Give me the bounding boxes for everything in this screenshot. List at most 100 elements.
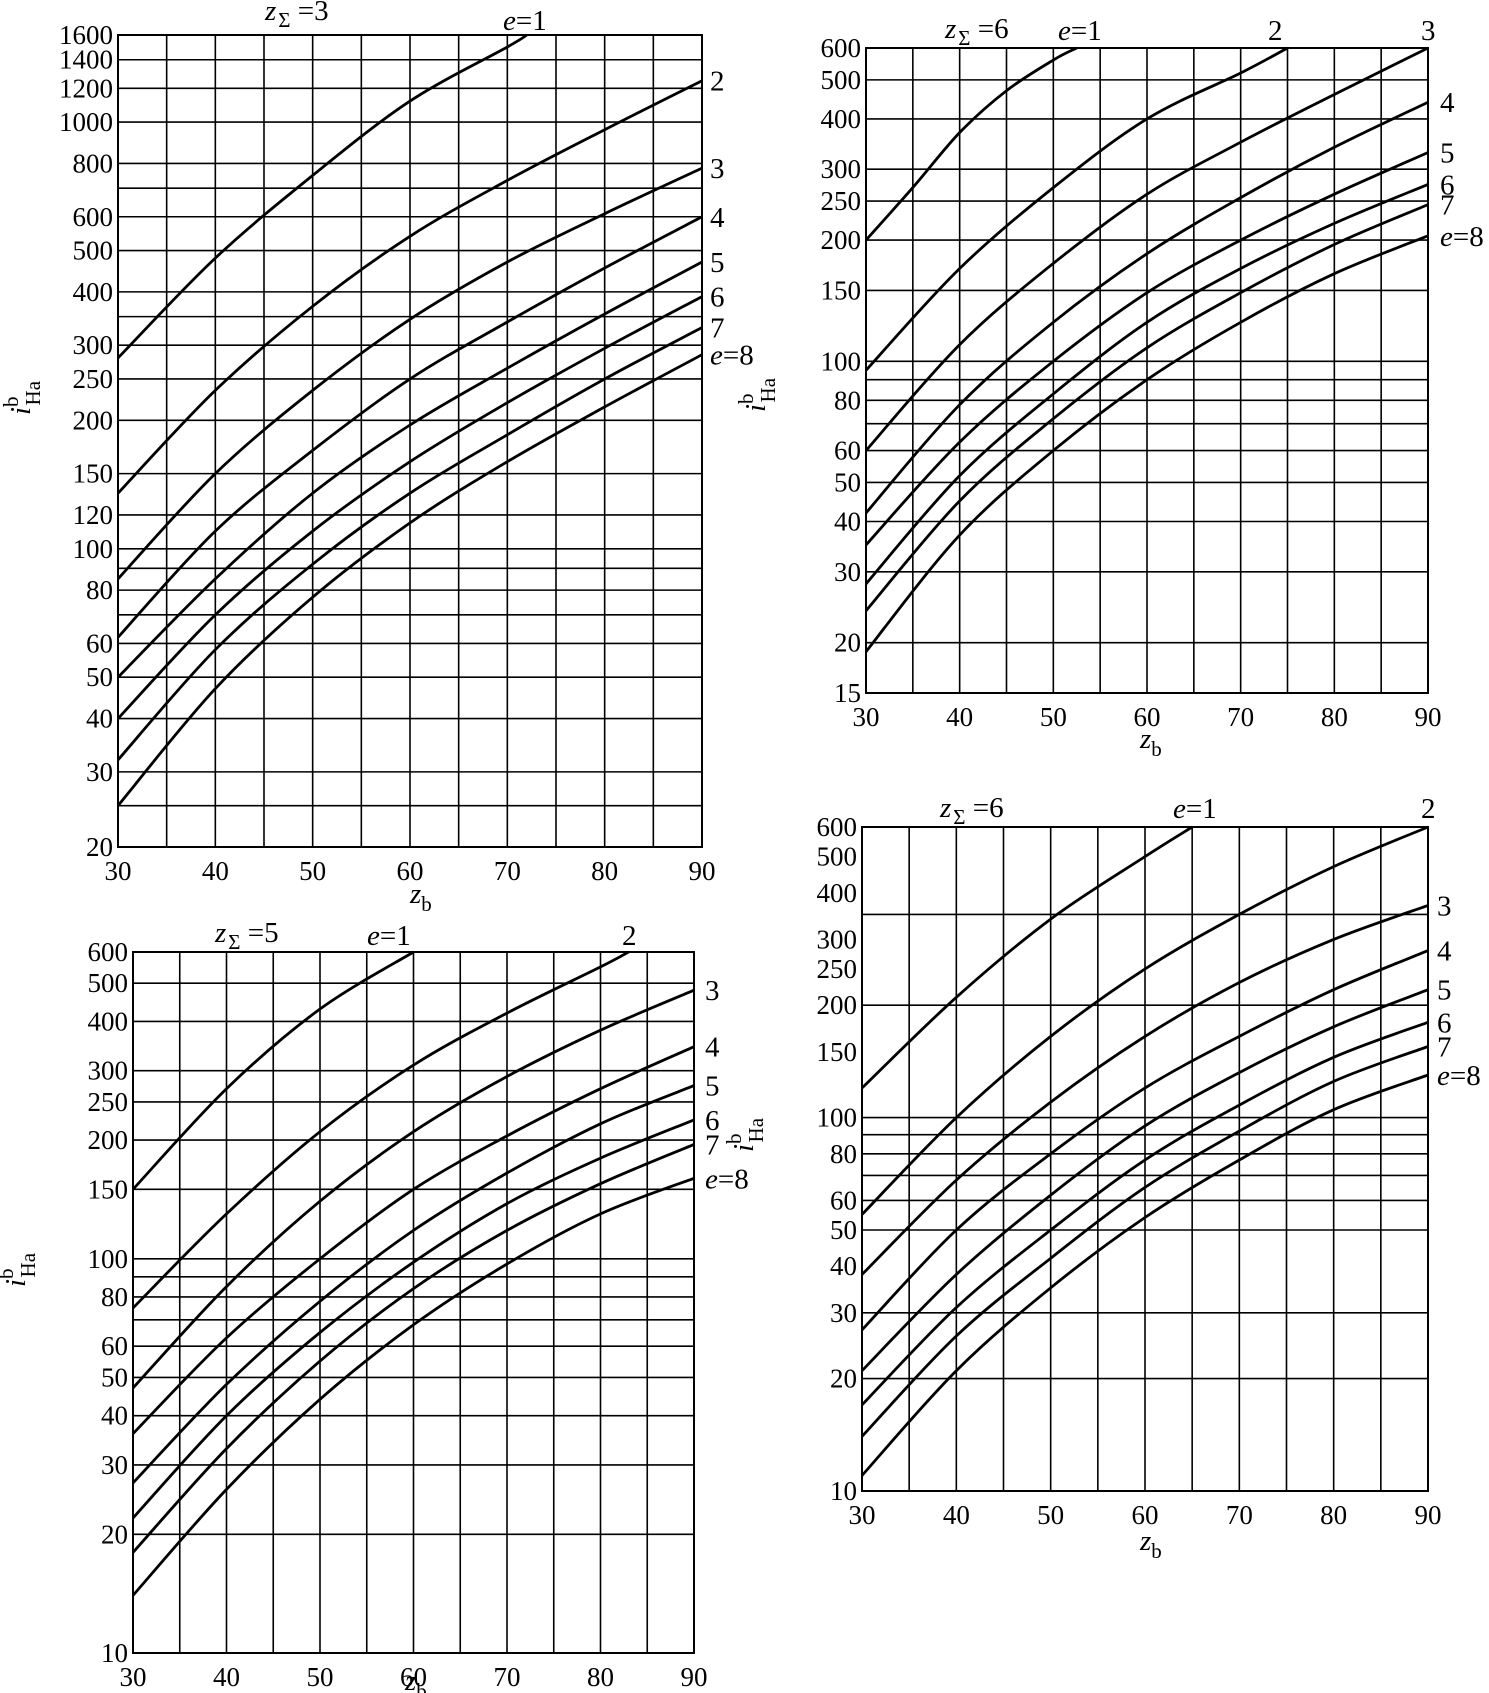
series-line-3 xyxy=(864,46,1429,452)
series-label-1: e=1 xyxy=(1058,15,1102,47)
series-line-4 xyxy=(864,100,1429,514)
y-tick-label: 40 xyxy=(86,704,113,734)
series-label-8: e=8 xyxy=(710,340,754,372)
y-tick-label: 30 xyxy=(834,557,861,587)
y-tick-label: 50 xyxy=(830,1215,857,1245)
y-tick-label: 60 xyxy=(86,628,113,658)
x-tick-label: 40 xyxy=(946,702,973,732)
series-line-8 xyxy=(864,234,1429,653)
series-line-2 xyxy=(864,46,1289,372)
series-label-4: 4 xyxy=(1437,936,1452,968)
series-line-6 xyxy=(116,295,703,720)
y-tick-label: 250 xyxy=(817,954,858,984)
y-tick-label: 600 xyxy=(88,937,129,967)
y-tick-label: 400 xyxy=(88,1006,129,1036)
series-label-3: 3 xyxy=(1421,15,1436,47)
series-label-6: 6 xyxy=(705,1105,720,1137)
x-axis-label: zb xyxy=(404,1665,427,1693)
x-tick-label: 80 xyxy=(1320,1500,1347,1530)
series-label-5: 5 xyxy=(1437,975,1452,1007)
grid-lines xyxy=(132,951,695,1654)
y-tick-label: 800 xyxy=(73,148,114,178)
series-label-1: e=1 xyxy=(367,920,411,952)
y-tick-label: 400 xyxy=(821,104,862,134)
series-line-3 xyxy=(131,988,695,1389)
y-tick-label: 500 xyxy=(73,236,114,266)
y-tick-label: 80 xyxy=(834,385,861,415)
plot-frame xyxy=(861,826,1429,1492)
series-line-1 xyxy=(116,33,528,359)
x-tick-label: 80 xyxy=(587,1662,614,1692)
y-tick-label: 1600 xyxy=(59,20,113,50)
x-tick-label: 50 xyxy=(299,856,326,886)
y-axis-label: ibHa xyxy=(734,377,780,412)
series-lines xyxy=(860,825,1429,1477)
series-label-5: 5 xyxy=(1440,138,1455,170)
series-lines xyxy=(864,46,1429,653)
x-tick-label: 80 xyxy=(1321,702,1348,732)
x-tick-label: 70 xyxy=(494,856,521,886)
series-label-1: e=1 xyxy=(503,5,547,37)
series-line-2 xyxy=(116,79,703,495)
series-label-3: 3 xyxy=(710,153,725,185)
y-tick-label: 40 xyxy=(830,1251,857,1281)
series-line-7 xyxy=(131,1143,695,1554)
y-tick-label: 50 xyxy=(101,1362,128,1392)
x-tick-label: 80 xyxy=(591,856,618,886)
chart-title: zΣ =3 xyxy=(264,0,329,32)
y-tick-label: 10 xyxy=(101,1638,128,1668)
series-lines xyxy=(131,950,695,1597)
series-label-6: 6 xyxy=(1437,1007,1452,1039)
y-axis-label: ibHa xyxy=(0,380,45,415)
chart-panel-3: 30 40 50 60 70 80 9010203040506080100150200250… xyxy=(0,917,749,1693)
x-tick-label: 90 xyxy=(681,1662,708,1692)
x-tick-label: 60 xyxy=(1134,702,1161,732)
series-label-7: 7 xyxy=(705,1129,720,1161)
series-line-2 xyxy=(132,950,630,1309)
y-tick-label: 200 xyxy=(817,990,858,1020)
y-tick-label: 200 xyxy=(88,1125,129,1155)
series-label-3: 3 xyxy=(705,975,720,1007)
x-axis-label: zb xyxy=(1139,723,1162,761)
x-tick-label: 50 xyxy=(1037,1500,1064,1530)
y-tick-label: 30 xyxy=(86,757,113,787)
y-tick-label: 400 xyxy=(817,878,858,908)
y-tick-label: 20 xyxy=(101,1519,128,1549)
y-tick-label: 500 xyxy=(821,65,862,95)
x-tick-label: 50 xyxy=(307,1662,334,1692)
series-line-7 xyxy=(860,1045,1429,1438)
y-tick-label: 50 xyxy=(834,467,861,497)
series-line-1 xyxy=(861,825,1193,1090)
x-tick-label: 40 xyxy=(943,1500,970,1530)
y-tick-label: 300 xyxy=(73,330,114,360)
y-tick-label: 60 xyxy=(101,1331,128,1361)
plot-frame xyxy=(865,47,1429,694)
y-tick-label: 100 xyxy=(88,1244,129,1274)
y-tick-label: 300 xyxy=(88,1056,129,1086)
series-line-3 xyxy=(861,904,1429,1276)
series-label-7: 7 xyxy=(1440,190,1455,222)
chart-panel-2: 30 40 50 60 70 80 9015203040506080100150200250… xyxy=(734,13,1484,761)
series-label-5: 5 xyxy=(705,1071,720,1103)
series-line-6 xyxy=(864,183,1429,585)
series-line-7 xyxy=(864,203,1429,612)
y-tick-label: 120 xyxy=(73,500,114,530)
y-tick-label: 400 xyxy=(73,277,114,307)
y-tick-label: 100 xyxy=(73,534,114,564)
series-label-8: e=8 xyxy=(705,1163,749,1195)
y-tick-label: 20 xyxy=(86,832,113,862)
y-tick-label: 250 xyxy=(88,1087,129,1117)
series-line-8 xyxy=(860,1073,1429,1477)
y-tick-label: 20 xyxy=(830,1364,857,1394)
y-tick-label: 10 xyxy=(830,1476,857,1506)
series-label-8: e=8 xyxy=(1440,221,1484,253)
series-label-2: 2 xyxy=(1268,15,1283,47)
series-line-3 xyxy=(116,166,703,580)
series-line-5 xyxy=(864,151,1429,546)
series-line-4 xyxy=(131,1045,695,1435)
series-line-5 xyxy=(860,988,1429,1372)
y-tick-label: 20 xyxy=(834,628,861,658)
x-tick-label: 30 xyxy=(849,1500,876,1530)
series-label-7: 7 xyxy=(1437,1032,1452,1064)
